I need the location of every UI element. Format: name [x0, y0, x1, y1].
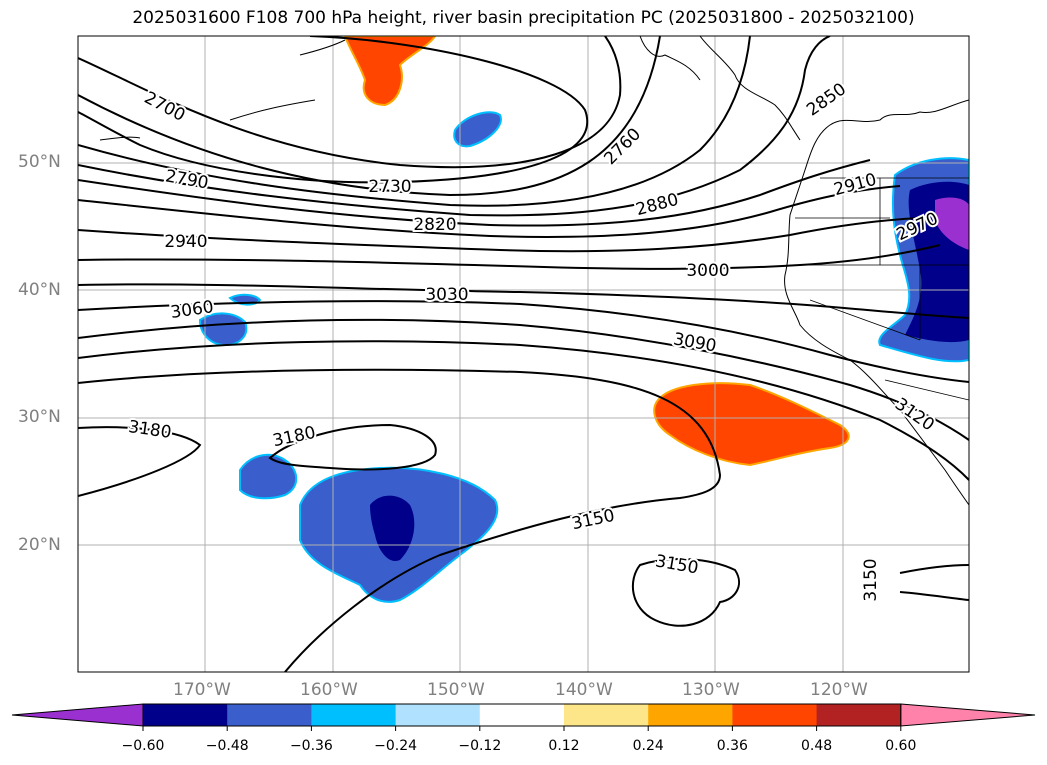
- contour-label-3030: 3030: [425, 285, 468, 305]
- graticule: [78, 36, 969, 672]
- contour-label-2910: 2910: [832, 170, 879, 201]
- colorbar-tick-label: 0.36: [716, 738, 748, 754]
- contour-label-3180-west: 3180: [127, 417, 173, 443]
- contour-label-2700: 2700: [141, 88, 189, 126]
- colorbar-tick-label: 0.24: [632, 738, 664, 754]
- map-title: 2025031600 F108 700 hPa height, river ba…: [132, 8, 915, 28]
- contour-label-2790: 2790: [164, 166, 210, 193]
- precip-blob-west-coast: [878, 157, 969, 363]
- contour-label-3150-center: 3150: [570, 506, 616, 535]
- precip-blob-east-pacific: [653, 382, 850, 467]
- contour-label-3150-east: 3150: [861, 558, 881, 601]
- contour-labels: 2700 2730 2760 2790 2820 2850 2880 2910 …: [125, 77, 943, 603]
- contour-label-3000: 3000: [686, 261, 729, 281]
- colorbar-tick-label: −0.48: [205, 738, 249, 754]
- colorbar-tick-label: −0.24: [374, 738, 418, 754]
- colorbar-tick-label: 0.12: [548, 738, 580, 754]
- lon-label-130w: 130°W: [682, 680, 740, 700]
- colorbar-tick-label: −0.12: [458, 738, 502, 754]
- lat-label-50n: 50°N: [18, 152, 61, 172]
- lon-label-160w: 160°W: [300, 680, 358, 700]
- lon-label-150w: 150°W: [427, 680, 485, 700]
- colorbar-tick-label: −0.60: [121, 738, 165, 754]
- precip-blob-north-pacific: [198, 111, 502, 347]
- lat-label-30n: 30°N: [18, 407, 61, 427]
- lat-label-40n: 40°N: [18, 280, 61, 300]
- lon-label-170w: 170°W: [173, 680, 231, 700]
- contour-label-3180-east: 3180: [271, 423, 317, 452]
- height-contours: [78, 36, 969, 672]
- colorbar-tick-label: −0.36: [289, 738, 333, 754]
- lon-label-140w: 140°W: [555, 680, 613, 700]
- contour-label-2940: 2940: [164, 232, 207, 252]
- lon-label-120w: 120°W: [810, 680, 868, 700]
- map-frame: [77, 35, 970, 673]
- contour-label-3090: 3090: [672, 329, 718, 356]
- contour-label-2820: 2820: [413, 215, 456, 235]
- colorbar-tick-label: 0.48: [801, 738, 833, 754]
- contour-label-2730: 2730: [368, 177, 411, 197]
- precip-blob-hawaii: [239, 453, 499, 603]
- precip-blob-alaska: [343, 36, 437, 107]
- contour-label-3150-south: 3150: [654, 551, 700, 578]
- lat-label-20n: 20°N: [18, 535, 61, 555]
- colorbar-tick-label: 0.60: [885, 738, 917, 754]
